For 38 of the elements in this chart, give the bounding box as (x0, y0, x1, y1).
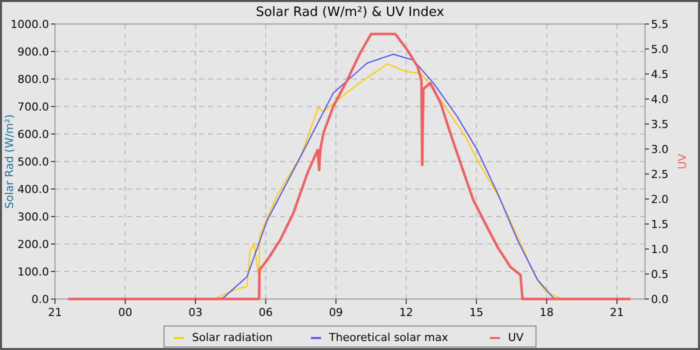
x-tick-label: 21 (48, 306, 62, 319)
y-tick-label: 500.0 (18, 156, 49, 168)
y2-tick-label: 0.0 (651, 293, 668, 306)
y-axis-title: Solar Rad (W/m²) (3, 114, 16, 209)
x-tick-label: 06 (258, 306, 273, 319)
y2-tick-label: 4.0 (651, 93, 668, 106)
y2-tick-label: 1.0 (651, 243, 668, 256)
x-tick-label: 18 (540, 306, 554, 319)
chart-title: Solar Rad (W/m²) & UV Index (256, 5, 444, 20)
y2-tick-label: 2.0 (651, 193, 668, 206)
y-tick-label: 300.0 (18, 210, 49, 224)
y2-tick-label: 3.5 (651, 118, 668, 131)
x-tick-label: 21 (610, 306, 624, 319)
y2-tick-label: 5.5 (651, 18, 668, 31)
y-tick-label: 800.0 (18, 73, 49, 86)
x-tick-label: 09 (328, 306, 343, 319)
y-tick-label: 900.0 (18, 46, 49, 58)
x-tick-label: 03 (188, 306, 202, 319)
y2-tick-label: 5.0 (651, 43, 668, 56)
legend-label: Solar radiation (192, 331, 273, 344)
y-tick-label: 0.0 (32, 293, 49, 306)
y-tick-label: 400.0 (18, 183, 49, 196)
legend-label: UV (508, 331, 524, 344)
y2-tick-label: 3.0 (651, 143, 668, 156)
y2-tick-label: 1.5 (651, 218, 668, 231)
y-tick-label: 200.0 (18, 238, 49, 251)
y-tick-label: 600.0 (18, 128, 49, 141)
y-tick-label: 700.0 (18, 100, 49, 114)
y2-tick-label: 4.5 (651, 68, 668, 81)
y-tick-label: 1000.0 (10, 18, 49, 31)
legend-label: Theoretical solar max (328, 331, 449, 344)
x-tick-label: 00 (118, 306, 132, 319)
x-tick-label: 15 (469, 306, 484, 319)
y2-tick-label: 0.5 (651, 268, 668, 281)
x-tick-label: 12 (399, 306, 414, 319)
y-tick-label: 100.0 (18, 266, 49, 278)
y2-axis-title: UV (676, 153, 689, 170)
y2-tick-label: 2.5 (651, 168, 668, 181)
